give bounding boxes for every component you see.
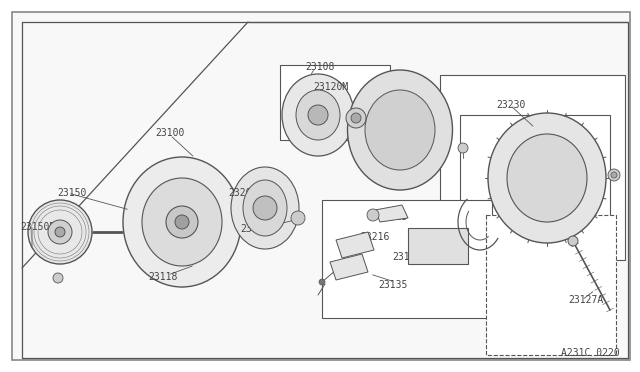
Text: 23108: 23108: [305, 62, 334, 72]
Ellipse shape: [348, 70, 452, 190]
Ellipse shape: [296, 90, 340, 140]
Bar: [460, 115, 610, 245]
Ellipse shape: [282, 74, 354, 156]
Circle shape: [291, 211, 305, 225]
Circle shape: [608, 169, 620, 181]
Text: 23127: 23127: [240, 224, 269, 234]
Polygon shape: [375, 205, 408, 222]
Polygon shape: [336, 232, 374, 258]
Ellipse shape: [231, 167, 299, 249]
Bar: [322, 200, 492, 318]
Circle shape: [351, 113, 361, 123]
Circle shape: [568, 236, 578, 246]
Text: 23150B: 23150B: [20, 222, 55, 232]
Circle shape: [253, 196, 277, 220]
Text: 23230: 23230: [496, 100, 525, 110]
Ellipse shape: [507, 134, 587, 222]
Text: 23120MA: 23120MA: [148, 234, 189, 244]
Bar: [440, 75, 625, 260]
Text: 23100: 23100: [155, 128, 184, 138]
Text: 23127A: 23127A: [568, 295, 604, 305]
Bar: [486, 215, 616, 355]
Text: 23120M: 23120M: [313, 82, 348, 92]
Circle shape: [166, 206, 198, 238]
Text: 23118: 23118: [148, 272, 177, 282]
Bar: [408, 228, 468, 264]
Circle shape: [611, 172, 617, 178]
Circle shape: [28, 200, 92, 264]
Text: 23215: 23215: [378, 212, 408, 222]
Circle shape: [346, 108, 366, 128]
Circle shape: [53, 273, 63, 283]
Text: 23200: 23200: [228, 188, 257, 198]
Circle shape: [48, 220, 72, 244]
Ellipse shape: [142, 178, 222, 266]
Polygon shape: [330, 254, 368, 280]
Ellipse shape: [123, 157, 241, 287]
Circle shape: [319, 279, 325, 285]
Circle shape: [458, 143, 468, 153]
Circle shape: [55, 227, 65, 237]
Text: A231C 0220: A231C 0220: [561, 348, 620, 358]
Circle shape: [175, 215, 189, 229]
Circle shape: [367, 209, 379, 221]
Text: 23135M: 23135M: [392, 252, 428, 262]
Ellipse shape: [488, 113, 606, 243]
Bar: [280, 65, 390, 140]
Text: 23135: 23135: [378, 280, 408, 290]
Text: 23216: 23216: [360, 232, 389, 242]
Circle shape: [308, 105, 328, 125]
Text: 23150: 23150: [57, 188, 86, 198]
Text: 23102: 23102: [378, 138, 408, 148]
Ellipse shape: [365, 90, 435, 170]
Ellipse shape: [243, 180, 287, 236]
